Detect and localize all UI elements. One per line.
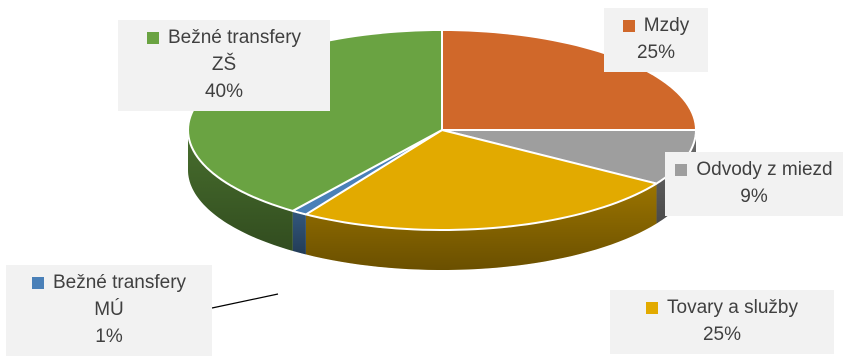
data-label-mu: Bežné transfery MÚ 1% xyxy=(6,265,212,356)
swatch-odvody xyxy=(675,163,688,176)
swatch-tovary xyxy=(646,301,659,314)
leader-line-mu xyxy=(211,293,279,309)
label-mu-name-line2: MÚ xyxy=(94,299,124,320)
data-label-tovary: Tovary a služby 25% xyxy=(610,290,834,354)
label-zs-name-line1: Bežné transfery xyxy=(167,27,302,48)
data-label-mzdy: Mzdy 25% xyxy=(604,8,708,72)
label-odvody-name: Odvody z miezd xyxy=(696,159,833,180)
pie-side-shade-tov xyxy=(305,183,657,270)
label-tovary-name: Tovary a služby xyxy=(667,297,798,318)
pie-side-shade-zs xyxy=(188,130,293,251)
label-mzdy-name: Mzdy xyxy=(643,15,690,36)
swatch-zs xyxy=(146,31,159,44)
pie-side-shade-mu xyxy=(292,210,306,255)
swatch-mu xyxy=(31,276,44,289)
label-mu-name-line1: Bežné transfery xyxy=(52,272,187,293)
swatch-mzdy xyxy=(622,19,635,32)
label-mu-percent: 1% xyxy=(95,326,123,347)
data-label-zs: Bežné transfery ZŠ 40% xyxy=(118,20,330,111)
label-mzdy-percent: 25% xyxy=(636,42,676,63)
label-odvody-percent: 9% xyxy=(740,186,768,207)
pie-slice-tov xyxy=(304,129,658,231)
label-zs-percent: 40% xyxy=(204,81,244,102)
data-label-odvody: Odvody z miezd 9% xyxy=(665,152,843,216)
label-tovary-percent: 25% xyxy=(702,324,742,345)
label-zs-name-line2: ZŠ xyxy=(211,54,237,75)
